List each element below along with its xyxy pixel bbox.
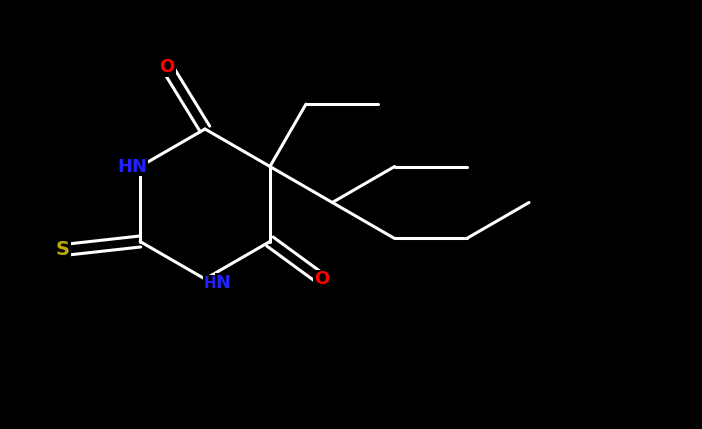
Text: S: S — [56, 240, 70, 259]
Text: HN: HN — [117, 157, 147, 175]
Text: N: N — [216, 274, 230, 292]
Text: O: O — [159, 58, 175, 76]
Text: H: H — [204, 275, 216, 290]
Text: O: O — [314, 271, 329, 288]
